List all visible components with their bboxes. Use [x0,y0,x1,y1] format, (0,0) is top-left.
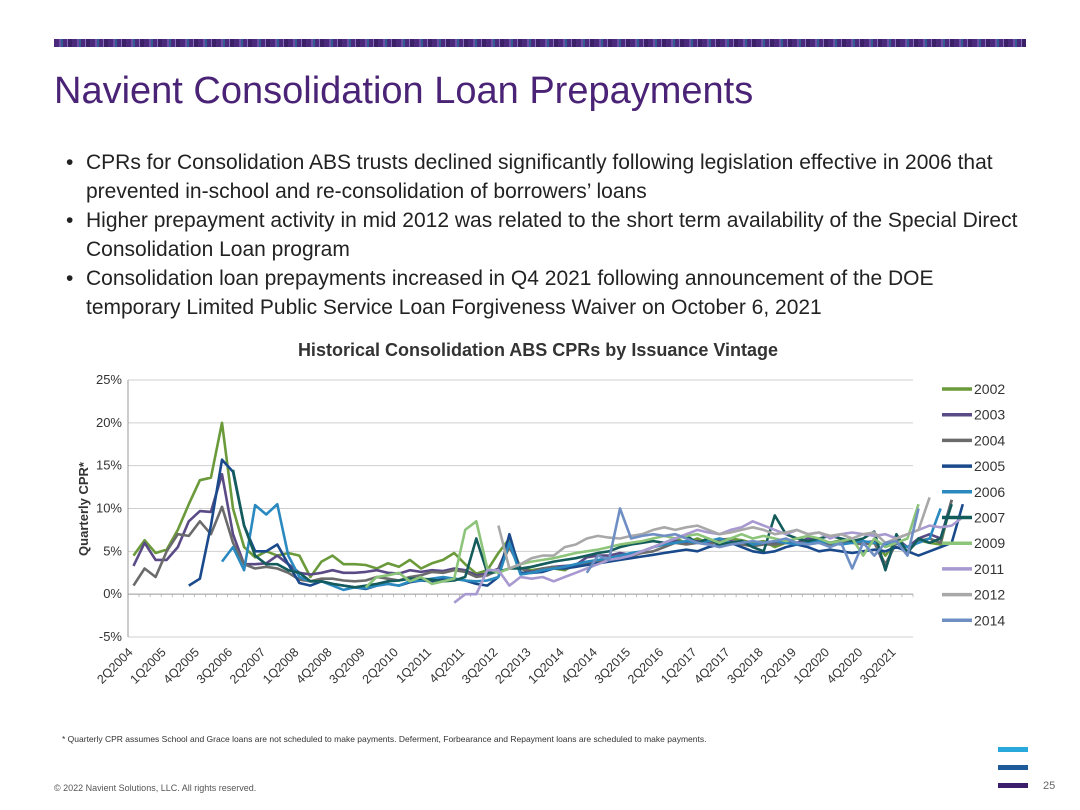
y-tick-label: 0% [103,586,122,601]
x-tick-label: 1Q2017 [658,645,699,686]
x-tick-label: 1Q2020 [791,645,832,686]
series-lines [132,421,965,604]
legend-label-2007: 2007 [974,510,1005,526]
legend-label-2014: 2014 [974,612,1005,628]
series-line-2009 [364,503,920,589]
x-tick-label: 3Q2012 [459,645,500,686]
y-tick-label: 15% [96,458,122,473]
gridlines [127,379,914,638]
x-tick-label: 1Q2005 [127,645,168,686]
x-tick-label: 3Q2021 [857,645,898,686]
footnote: * Quarterly CPR assumes School and Grace… [62,734,707,744]
legend-label-2005: 2005 [974,458,1005,474]
y-tick-label: 5% [103,543,122,558]
top-decorative-bar [54,39,1026,47]
series-line-2012 [497,496,931,570]
bullet-item: Consolidation loan prepayments increased… [62,264,1022,322]
legend-label-2012: 2012 [974,587,1005,603]
x-tick-label: 1Q2008 [260,645,301,686]
x-tick-label: 1Q2014 [525,645,566,686]
bullet-item: CPRs for Consolidation ABS trusts declin… [62,148,1022,206]
x-tick-label: 2Q2004 [94,645,135,686]
x-tick-label: 4Q2005 [161,645,202,686]
legend-label-2003: 2003 [974,407,1005,423]
series-line-2005 [188,458,965,591]
x-tick-label: 2Q2010 [360,645,401,686]
x-tick-label: 2Q2019 [758,645,799,686]
series-line-2014 [585,507,920,574]
chart-title: Historical Consolidation ABS CPRs by Iss… [298,340,778,360]
legend-label-2009: 2009 [974,535,1005,551]
x-tick-label: 3Q2009 [326,645,367,686]
page-number: 25 [1043,780,1056,792]
x-tick-labels: 2Q20041Q20054Q20053Q20062Q20071Q20084Q20… [94,645,898,686]
y-tick-label: 20% [96,415,122,430]
series-line-2007 [231,469,953,589]
x-tick-label: 2Q2007 [227,645,268,686]
legend: 2002 2003 2004 2005 2006 2007 2009 2011 2012 2014 [942,381,1005,628]
bullet-item: Higher prepayment activity in mid 2012 w… [62,206,1022,264]
x-tick-label: 4Q2014 [559,645,600,686]
legend-label-2011: 2011 [974,561,1004,577]
series-line-2006 [220,502,942,592]
x-tick-label: 2Q2013 [492,645,533,686]
y-axis-label: Quarterly CPR* [76,461,91,556]
x-tick-label: 3Q2015 [592,645,633,686]
slide-title: Navient Consolidation Loan Prepayments [54,70,754,112]
x-tick-label: 3Q2006 [194,645,235,686]
x-tick-label: 1Q2011 [393,645,434,686]
y-tick-label: -5% [99,629,123,644]
copyright: © 2022 Navient Solutions, LLC. All right… [54,783,257,793]
legend-label-2002: 2002 [974,381,1005,397]
legend-label-2004: 2004 [974,432,1005,448]
bullet-list: CPRs for Consolidation ABS trusts declin… [62,148,1022,322]
x-tick-label: 3Q2018 [725,645,766,686]
cpr-line-chart: Historical Consolidation ABS CPRs by Iss… [76,340,1005,687]
series-line-2002 [132,421,953,579]
navient-logo-icon [998,747,1028,791]
y-tick-label: 10% [96,501,122,516]
x-tick-label: 4Q2008 [293,645,334,686]
x-tick-label: 2Q2016 [625,645,666,686]
y-tick-label: 25% [96,372,122,387]
x-tick-label: 4Q2020 [824,645,865,686]
x-tick-label: 4Q2017 [691,645,732,686]
y-tick-labels: -5% 0% 5% 10% 15% 20% 25% [96,372,122,644]
legend-label-2006: 2006 [974,484,1005,500]
